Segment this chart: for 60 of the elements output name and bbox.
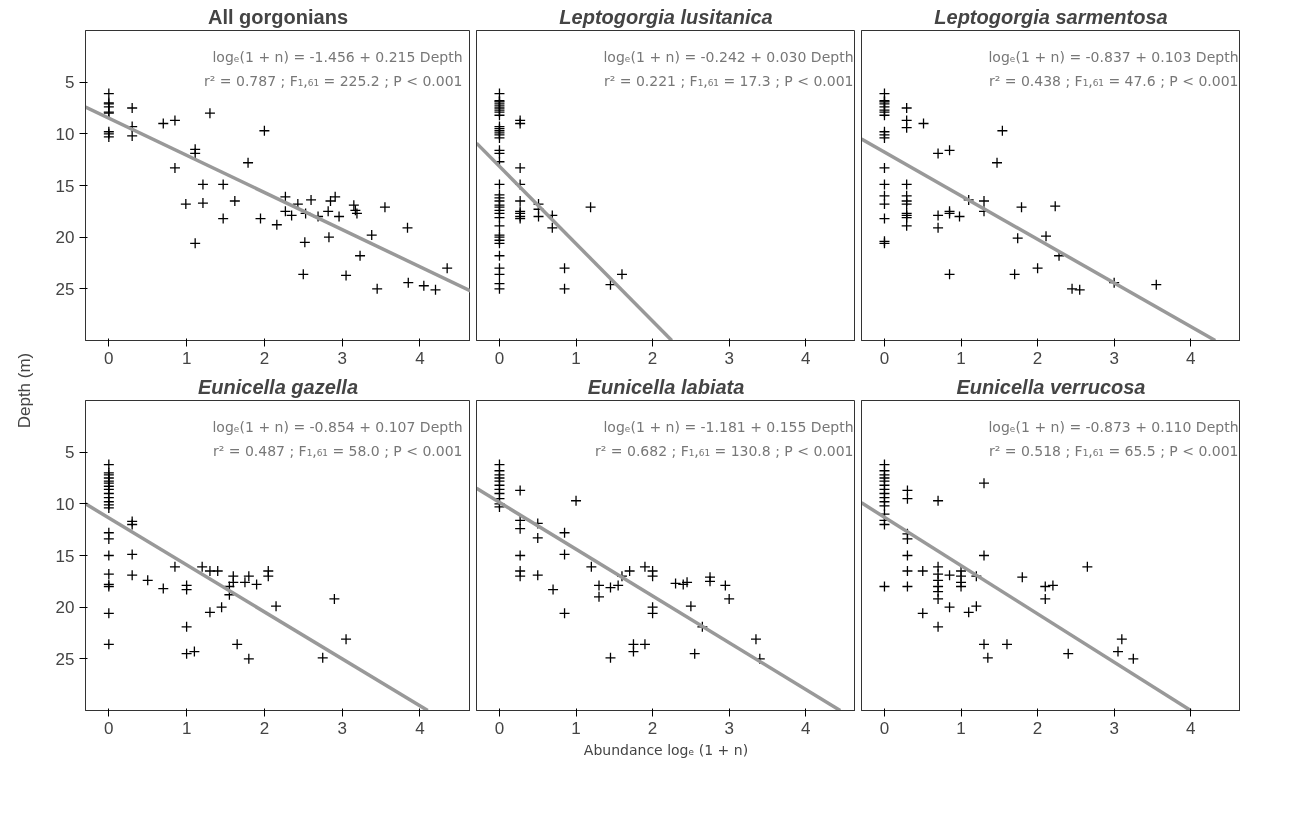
x-tick-label: 0 xyxy=(104,718,114,738)
chart-title: Eunicella labiata xyxy=(587,375,745,398)
x-tick-label: 3 xyxy=(724,348,734,368)
chart-title: Eunicella gazella xyxy=(197,375,359,398)
x-tick-label: 2 xyxy=(259,718,270,738)
chart-title: Eunicella verrucosa xyxy=(956,375,1146,398)
x-tick-label: 1 xyxy=(181,718,192,738)
x-tick-label: 0 xyxy=(494,348,505,368)
y-tick-label: 10 xyxy=(55,494,75,514)
annotation: logₑ(1 + n) = -0.242 + 0.030 Depth xyxy=(603,48,854,65)
y-axis-title: Depth (m) xyxy=(15,352,34,429)
x-tick-label: 2 xyxy=(647,348,658,368)
x-tick-label: 4 xyxy=(1186,718,1196,738)
x-tick-label: 0 xyxy=(879,718,890,738)
x-tick-label: 3 xyxy=(337,348,347,368)
chart-title: Leptogorgia sarmentosa xyxy=(934,5,1168,28)
x-tick-label: 1 xyxy=(571,348,581,368)
y-tick-label: 25 xyxy=(55,649,75,669)
annotation: r² = 0.438 ; F₁,₆₁ = 47.6 ; P < 0.001 xyxy=(988,72,1239,89)
chart-title: Leptogorgia lusitanica xyxy=(559,5,773,28)
y-tick-label: 5 xyxy=(65,443,75,463)
x-tick-label: 4 xyxy=(801,718,811,738)
annotation: r² = 0.518 ; F₁,₆₁ = 65.5 ; P < 0.001 xyxy=(988,442,1239,459)
x-tick-label: 0 xyxy=(104,348,114,368)
annotation: logₑ(1 + n) = -0.837 + 0.103 Depth xyxy=(988,48,1239,65)
annotation: r² = 0.221 ; F₁,₆₁ = 17.3 ; P < 0.001 xyxy=(603,72,854,89)
x-tick-label: 4 xyxy=(1186,348,1196,368)
x-tick-label: 1 xyxy=(181,348,192,368)
chart-title: All gorgonians xyxy=(208,5,348,28)
x-tick-label: 2 xyxy=(1032,718,1043,738)
x-tick-label: 3 xyxy=(1109,348,1119,368)
x-tick-label: 2 xyxy=(259,348,270,368)
x-tick-label: 0 xyxy=(494,718,505,738)
y-tick-label: 25 xyxy=(55,279,75,299)
annotation: r² = 0.487 ; F₁,₆₁ = 58.0 ; P < 0.001 xyxy=(212,442,463,459)
x-tick-label: 3 xyxy=(724,718,734,738)
x-tick-label: 1 xyxy=(956,348,966,368)
annotation: logₑ(1 + n) = -1.181 + 0.155 Depth xyxy=(603,418,854,435)
x-axis-title: Abundance logₑ (1 + n) xyxy=(583,741,749,758)
x-tick-label: 4 xyxy=(415,348,425,368)
x-tick-label: 2 xyxy=(1032,348,1043,368)
x-tick-label: 1 xyxy=(956,718,966,738)
annotation: logₑ(1 + n) = -0.873 + 0.110 Depth xyxy=(988,418,1239,435)
x-tick-label: 4 xyxy=(801,348,811,368)
x-tick-label: 4 xyxy=(415,718,425,738)
y-tick-label: 15 xyxy=(55,546,75,566)
annotation: r² = 0.682 ; F₁,₆₁ = 130.8 ; P < 0.001 xyxy=(594,442,854,459)
y-tick-label: 10 xyxy=(55,124,75,144)
annotation: logₑ(1 + n) = -0.854 + 0.107 Depth xyxy=(212,418,463,435)
y-tick-label: 15 xyxy=(55,176,75,196)
x-tick-label: 3 xyxy=(1109,718,1119,738)
x-tick-label: 2 xyxy=(647,718,658,738)
annotation: r² = 0.787 ; F₁,₆₁ = 225.2 ; P < 0.001 xyxy=(203,72,463,89)
y-tick-label: 20 xyxy=(55,228,75,248)
x-tick-label: 3 xyxy=(337,718,347,738)
y-tick-label: 20 xyxy=(55,598,75,618)
annotation: logₑ(1 + n) = -1.456 + 0.215 Depth xyxy=(212,48,463,65)
y-tick-label: 5 xyxy=(65,73,75,93)
x-tick-label: 1 xyxy=(571,718,581,738)
x-tick-label: 0 xyxy=(879,348,890,368)
